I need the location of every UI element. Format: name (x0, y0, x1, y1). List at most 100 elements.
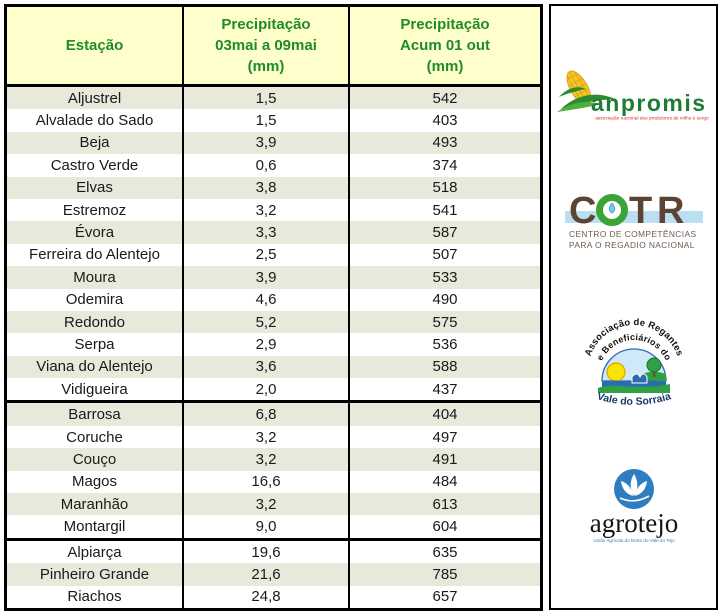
precip-week-cell: 6,8 (184, 403, 350, 426)
table-row: Serpa 2,9 536 (7, 333, 540, 356)
station-cell: Alvalade do Sado (7, 109, 184, 132)
precip-accum-cell: 533 (432, 268, 458, 286)
sorraia-foreground (597, 384, 670, 394)
precipitation-table: Estação Precipitação 03mai a 09mai (mm) … (4, 4, 543, 611)
table-row: Viana do Alentejo 3,6 588 (7, 355, 540, 379)
table-row: Aljustrel 1,5 542 (7, 87, 540, 110)
table-row: Montargil 9,0 604 (7, 515, 540, 538)
table-row: Coruche 3,2 497 (7, 425, 540, 449)
sorraia-splash (631, 373, 647, 384)
precip-week-cell: 3,2 (184, 448, 350, 471)
station-cell: Alpiarça (7, 540, 184, 564)
table-row: Maranhão 3,2 613 (7, 493, 540, 516)
precip-week-cell: 1,5 (184, 109, 350, 132)
table-row: Magos 16,6 484 (7, 470, 540, 494)
table-row: Barrosa 6,8 404 (7, 400, 540, 426)
station-cell: Odemira (7, 288, 184, 311)
precip-accum-cell: 613 (432, 495, 458, 513)
precip-week-cell: 24,8 (184, 585, 350, 608)
cotr-letter-r: R (657, 190, 684, 232)
precip-accum-cell: 587 (432, 224, 458, 242)
table-row: Castro Verde 0,6 374 (7, 154, 540, 177)
precip-accum-cell: 374 (432, 156, 458, 174)
station-cell: Maranhão (7, 493, 184, 516)
precip-accum-cell: 403 (432, 112, 458, 130)
precip-week-cell: 21,6 (184, 563, 350, 586)
precip-accum-cell: 497 (432, 428, 458, 446)
station-cell: Magos (7, 470, 184, 494)
station-cell: Estremoz (7, 198, 184, 222)
precip-accum-cell: 785 (432, 565, 458, 583)
precip-week-cell: 5,2 (184, 310, 350, 334)
table-row: Elvas 3,8 518 (7, 176, 540, 199)
table-row: Couço 3,2 491 (7, 448, 540, 471)
precip-accum-cell: 541 (432, 201, 458, 219)
cotr-subtitle-line1: CENTRO DE COMPETÊNCIAS (569, 229, 696, 239)
precip-accum-cell: 657 (432, 588, 458, 606)
lotus-petal-icon (634, 480, 647, 496)
station-cell: Couço (7, 448, 184, 471)
precip-accum-cell: 604 (432, 518, 458, 536)
agrotejo-subtitle: União Agrícola do Norte do Vale do Tejo (593, 538, 675, 543)
station-cell: Moura (7, 266, 184, 289)
corn-leaf-icon (560, 95, 615, 110)
table-row: Alpiarça 19,6 635 (7, 537, 540, 564)
precip-week-cell: 0,6 (184, 154, 350, 177)
anpromis-logo-icon: anpromis associação nacional dos produto… (556, 70, 708, 122)
station-cell: Viana do Alentejo (7, 355, 184, 379)
table-row: Pinheiro Grande 21,6 785 (7, 563, 540, 586)
precip-week-cell: 3,9 (184, 266, 350, 289)
precip-accum-cell: 542 (432, 89, 458, 107)
water-drop-icon (608, 202, 615, 214)
precip-accum-cell: 493 (432, 134, 458, 152)
precip-week-cell: 2,0 (184, 378, 350, 401)
precip-accum-cell: 490 (432, 291, 458, 309)
table-row: Redondo 5,2 575 (7, 310, 540, 334)
cotr-letter-t: T (629, 190, 652, 232)
precip-week-cell: 3,6 (184, 355, 350, 379)
precip-week-cell: 3,8 (184, 176, 350, 199)
sorraia-water (601, 380, 666, 388)
precip-week-cell: 3,3 (184, 221, 350, 244)
table-row: Ferreira do Alentejo 2,5 507 (7, 243, 540, 267)
precip-week-cell: 2,5 (184, 243, 350, 267)
precip-week-cell: 3,2 (184, 198, 350, 222)
precip-accum-cell: 507 (432, 246, 458, 264)
precip-week-cell: 3,9 (184, 131, 350, 155)
precip-week-cell: 9,0 (184, 515, 350, 538)
precip-week-cell: 1,5 (184, 87, 350, 110)
header-precip-week: Precipitação 03mai a 09mai (mm) (184, 7, 350, 84)
header-precip-accum: Precipitação Acum 01 out (mm) (399, 16, 490, 75)
station-cell: Elvas (7, 176, 184, 199)
precip-week-cell: 4,6 (184, 288, 350, 311)
corn-leaf-icon (558, 87, 586, 98)
precip-week-cell: 2,9 (184, 333, 350, 356)
table-row: Vidigueira 2,0 437 (7, 378, 540, 401)
lotus-petal-icon (630, 473, 637, 496)
lotus-petal-icon (620, 480, 633, 496)
station-cell: Évora (7, 221, 184, 244)
precip-accum-cell: 518 (432, 179, 458, 197)
station-cell: Pinheiro Grande (7, 563, 184, 586)
tree-icon (646, 357, 661, 373)
precip-accum-cell: 635 (432, 543, 458, 561)
precip-accum-cell: 588 (432, 358, 458, 376)
station-cell: Barrosa (7, 403, 184, 426)
table-row: Moura 3,9 533 (7, 266, 540, 289)
precip-week-cell: 16,6 (184, 470, 350, 494)
station-cell: Castro Verde (7, 154, 184, 177)
station-cell: Vidigueira (7, 378, 184, 401)
precip-accum-cell: 575 (432, 313, 458, 331)
station-cell: Beja (7, 131, 184, 155)
station-cell: Riachos (7, 585, 184, 608)
sun-icon (605, 362, 626, 382)
tree-trunk-icon (652, 369, 655, 378)
table-header-row: Estação Precipitação 03mai a 09mai (mm) … (7, 7, 540, 87)
precip-week-cell: 3,2 (184, 493, 350, 516)
table-row: Estremoz 3,2 541 (7, 198, 540, 222)
precip-accum-cell: 536 (432, 335, 458, 353)
sorraia-bottom-text: Vale do Sorraia (595, 390, 672, 408)
precip-week-cell: 3,2 (184, 425, 350, 449)
anpromis-wordmark: anpromis (591, 90, 707, 116)
table-row: Odemira 4,6 490 (7, 288, 540, 311)
